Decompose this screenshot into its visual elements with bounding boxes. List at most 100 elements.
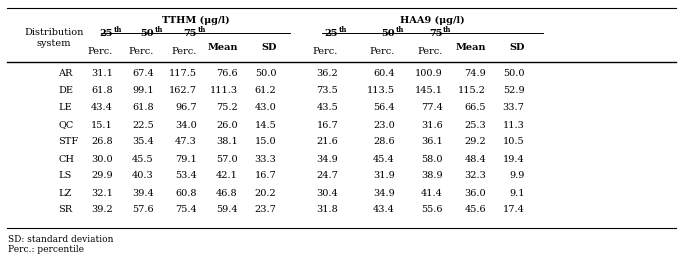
Text: 75.4: 75.4 (175, 206, 197, 214)
Text: 34.9: 34.9 (373, 189, 395, 198)
Text: Distribution
system: Distribution system (25, 28, 83, 48)
Text: Mean: Mean (456, 43, 486, 52)
Text: 47.3: 47.3 (175, 138, 197, 147)
Text: 50.0: 50.0 (503, 69, 525, 78)
Text: 41.4: 41.4 (421, 189, 443, 198)
Text: 31.6: 31.6 (421, 120, 443, 129)
Text: 31.1: 31.1 (91, 69, 113, 78)
Text: Mean: Mean (207, 43, 238, 52)
Text: 30.0: 30.0 (91, 155, 113, 163)
Text: 19.4: 19.4 (503, 155, 525, 163)
Text: 75: 75 (183, 29, 197, 38)
Text: 9.1: 9.1 (509, 189, 525, 198)
Text: 31.8: 31.8 (316, 206, 338, 214)
Text: 96.7: 96.7 (175, 104, 197, 112)
Text: 61.2: 61.2 (255, 87, 277, 96)
Text: 76.6: 76.6 (216, 69, 238, 78)
Text: 38.1: 38.1 (216, 138, 238, 147)
Text: 14.5: 14.5 (255, 120, 277, 129)
Text: Perc.: Perc. (128, 46, 154, 56)
Text: 61.8: 61.8 (91, 87, 113, 96)
Text: 25: 25 (99, 29, 113, 38)
Text: LS: LS (58, 171, 72, 180)
Text: Perc.: percentile: Perc.: percentile (8, 245, 84, 254)
Text: 61.8: 61.8 (132, 104, 154, 112)
Text: 43.0: 43.0 (255, 104, 277, 112)
Text: 17.4: 17.4 (503, 206, 525, 214)
Text: 29.2: 29.2 (464, 138, 486, 147)
Text: 38.9: 38.9 (421, 171, 443, 180)
Text: 22.5: 22.5 (132, 120, 154, 129)
Text: LE: LE (58, 104, 72, 112)
Text: 32.1: 32.1 (91, 189, 113, 198)
Text: SD: standard deviation: SD: standard deviation (8, 234, 113, 244)
Text: 57.6: 57.6 (132, 206, 154, 214)
Text: 43.4: 43.4 (373, 206, 395, 214)
Text: 21.6: 21.6 (316, 138, 338, 147)
Text: 10.5: 10.5 (503, 138, 525, 147)
Text: th: th (113, 26, 122, 34)
Text: th: th (339, 26, 347, 34)
Text: th: th (154, 26, 163, 34)
Text: QC: QC (58, 120, 73, 129)
Text: 53.4: 53.4 (175, 171, 197, 180)
Text: Perc.: Perc. (313, 46, 338, 56)
Text: CH: CH (58, 155, 74, 163)
Text: 9.9: 9.9 (509, 171, 525, 180)
Text: 111.3: 111.3 (210, 87, 238, 96)
Text: 60.4: 60.4 (373, 69, 395, 78)
Text: 75.2: 75.2 (216, 104, 238, 112)
Text: 162.7: 162.7 (169, 87, 197, 96)
Text: 28.6: 28.6 (373, 138, 395, 147)
Text: 79.1: 79.1 (175, 155, 197, 163)
Text: 43.4: 43.4 (91, 104, 113, 112)
Text: 52.9: 52.9 (503, 87, 525, 96)
Text: 33.3: 33.3 (255, 155, 277, 163)
Text: SD: SD (261, 43, 277, 52)
Text: 117.5: 117.5 (169, 69, 197, 78)
Text: 42.1: 42.1 (216, 171, 238, 180)
Text: 58.0: 58.0 (421, 155, 443, 163)
Text: 74.9: 74.9 (464, 69, 486, 78)
Text: th: th (395, 26, 404, 34)
Text: th: th (197, 26, 206, 34)
Text: 145.1: 145.1 (415, 87, 443, 96)
Text: 34.9: 34.9 (316, 155, 338, 163)
Text: 55.6: 55.6 (421, 206, 443, 214)
Text: 11.3: 11.3 (503, 120, 525, 129)
Text: 32.3: 32.3 (464, 171, 486, 180)
Text: 99.1: 99.1 (132, 87, 154, 96)
Text: 35.4: 35.4 (132, 138, 154, 147)
Text: th: th (443, 26, 451, 34)
Text: 45.6: 45.6 (464, 206, 486, 214)
Text: SD: SD (509, 43, 525, 52)
Text: STF: STF (58, 138, 79, 147)
Text: TTHM (μg/l): TTHM (μg/l) (162, 15, 229, 25)
Text: 77.4: 77.4 (421, 104, 443, 112)
Text: 57.0: 57.0 (216, 155, 238, 163)
Text: 20.2: 20.2 (255, 189, 277, 198)
Text: 23.7: 23.7 (255, 206, 277, 214)
Text: 40.3: 40.3 (132, 171, 154, 180)
Text: HAA9 (μg/l): HAA9 (μg/l) (400, 15, 465, 25)
Text: 60.8: 60.8 (176, 189, 197, 198)
Text: 39.2: 39.2 (91, 206, 113, 214)
Text: 24.7: 24.7 (316, 171, 338, 180)
Text: 39.4: 39.4 (132, 189, 154, 198)
Text: 75: 75 (429, 29, 443, 38)
Text: 48.4: 48.4 (464, 155, 486, 163)
Text: 50: 50 (381, 29, 395, 38)
Text: 50: 50 (140, 29, 154, 38)
Text: 26.0: 26.0 (216, 120, 238, 129)
Text: SR: SR (58, 206, 72, 214)
Text: AR: AR (58, 69, 72, 78)
Text: 31.9: 31.9 (373, 171, 395, 180)
Text: 45.4: 45.4 (373, 155, 395, 163)
Text: 23.0: 23.0 (373, 120, 395, 129)
Text: 15.0: 15.0 (255, 138, 277, 147)
Text: 59.4: 59.4 (216, 206, 238, 214)
Text: 36.1: 36.1 (421, 138, 443, 147)
Text: 33.7: 33.7 (503, 104, 525, 112)
Text: 66.5: 66.5 (465, 104, 486, 112)
Text: Perc.: Perc. (171, 46, 197, 56)
